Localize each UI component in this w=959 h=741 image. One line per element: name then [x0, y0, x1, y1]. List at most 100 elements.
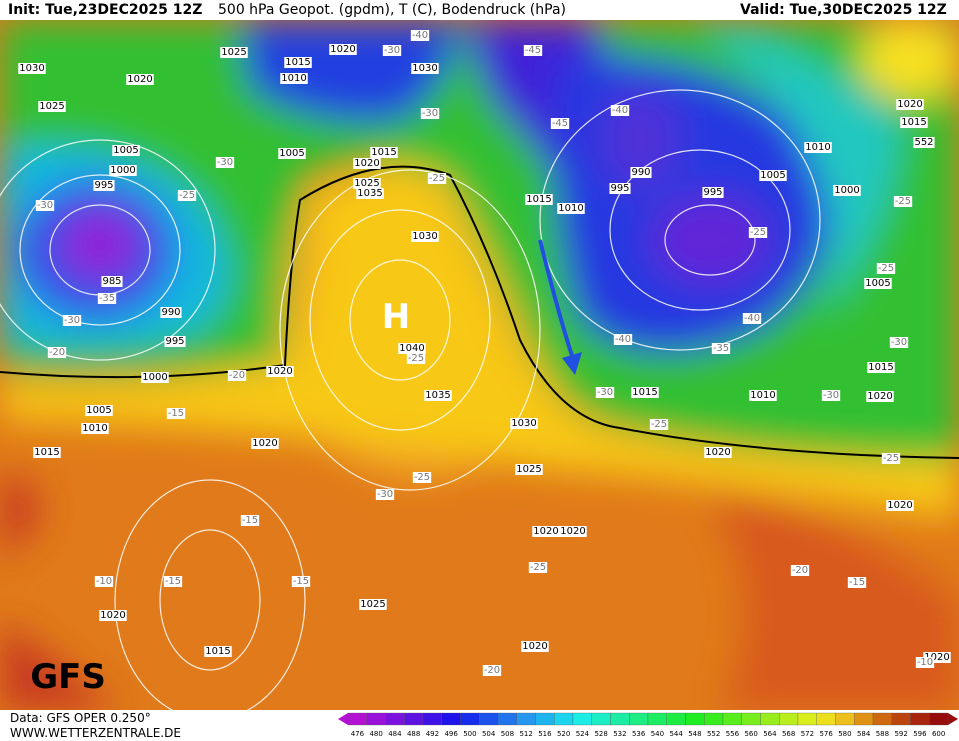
temperature-label: -40: [612, 105, 628, 116]
isobar-label-box: [557, 203, 585, 214]
isobar-label-box: [398, 343, 426, 354]
colorbar-swatch: [872, 712, 892, 726]
isobar-label-box: [867, 362, 895, 373]
temperature-label: -30: [384, 45, 400, 56]
temperature-label-box: [240, 515, 260, 526]
temperature-label-box: [227, 370, 247, 381]
isobar-label: 1020: [100, 610, 125, 621]
temperature-label-box: [410, 30, 430, 41]
temperature-label: -10: [96, 576, 112, 587]
isobar-label: 1020: [887, 500, 912, 511]
isobar-label: 1030: [511, 418, 536, 429]
temperature-label-box: [876, 263, 896, 274]
isobar-label: 985: [102, 276, 121, 287]
isobar-label: 1030: [412, 231, 437, 242]
colorbar-swatch: [910, 712, 930, 726]
isobar-label-box: [85, 405, 113, 416]
colorbar-swatch: [854, 712, 874, 726]
colorbar-swatch: [891, 712, 911, 726]
temperature-label: -35: [99, 293, 115, 304]
isobar-label: 1015: [632, 387, 657, 398]
isobar-label: 990: [631, 167, 650, 178]
isobar-label: 1010: [281, 73, 306, 84]
isobar-label-box: [141, 372, 169, 383]
isobar-label: 1040: [399, 343, 424, 354]
temperature-label: -30: [217, 157, 233, 168]
isobar-label: 1015: [371, 147, 396, 158]
colorbar-label: 556: [726, 730, 740, 738]
isobar-label-box: [833, 185, 861, 196]
temperature-label: -30: [891, 337, 907, 348]
temperature-label-box: [94, 576, 114, 587]
temperature-label-box: [649, 419, 669, 430]
temperature-label-box: [427, 173, 447, 184]
isobar-label-box: [93, 180, 115, 191]
isobar-label-box: [609, 183, 631, 194]
isobar-label-box: [160, 307, 182, 318]
isobar-label-box: [204, 646, 232, 657]
isobar-label-box: [164, 336, 186, 347]
temperature-label: -25: [408, 353, 424, 364]
isobar-label-box: [896, 99, 924, 110]
isobar-label: 1020: [705, 447, 730, 458]
colorbar-label: 580: [838, 730, 851, 738]
temperature-label-box: [163, 576, 183, 587]
colorbar-label: 540: [651, 730, 664, 738]
isobar-label-box: [923, 652, 951, 663]
temperature-label: -25: [179, 190, 195, 201]
isobar-label: 1005: [865, 278, 890, 289]
isobar-label-box: [329, 44, 357, 55]
temperature-label: -25: [429, 173, 445, 184]
colorbar-swatch: [835, 712, 855, 726]
temperature-label: -15: [165, 576, 181, 587]
colorbar-swatch: [441, 712, 461, 726]
isobar-label-box: [370, 147, 398, 158]
colorbar-label: 592: [894, 730, 907, 738]
temperature-label-box: [97, 293, 117, 304]
temperature-label-box: [613, 334, 633, 345]
isobar-label-box: [33, 447, 61, 458]
temperature-label-box: [893, 196, 913, 207]
colorbar-swatch: [497, 712, 517, 726]
colorbar-swatch: [535, 712, 555, 726]
isobar-label-box: [220, 47, 248, 58]
colorbar-label: 524: [576, 730, 590, 738]
map-field: [0, 20, 959, 710]
colorbar-swatch: [516, 712, 536, 726]
map-title: 500 hPa Geopot. (gpdm), T (C), Bodendruc…: [218, 2, 566, 18]
colorbar-label: 568: [782, 730, 795, 738]
isoline-label-box: [913, 137, 935, 148]
temperature-label: -25: [414, 472, 430, 483]
colorbar-swatch: [629, 712, 649, 726]
temperature-label: -25: [895, 196, 911, 207]
colorbar-swatch: [666, 712, 686, 726]
model-label: GFS: [30, 657, 106, 697]
isobar-label-box: [284, 57, 312, 68]
temperature-label-box: [35, 200, 55, 211]
isobar-label-box: [356, 188, 384, 199]
isobar-label: 1035: [357, 188, 382, 199]
isobar-label: 995: [94, 180, 113, 191]
isobar-label: 1015: [285, 57, 310, 68]
temperature-label: -30: [64, 315, 80, 326]
temperature-label-box: [595, 387, 615, 398]
valid-label: Valid: Tue,30DEC2025 12Z: [740, 2, 947, 18]
temperature-label: -35: [713, 343, 729, 354]
isoline-label: 552: [914, 137, 933, 148]
temperature-label: -25: [651, 419, 667, 430]
colorbar-label: 488: [407, 730, 420, 738]
colorbar-swatch: [760, 712, 780, 726]
isobar-label: 1020: [897, 99, 922, 110]
isobar-label-box: [101, 276, 123, 287]
colorbar-label: 496: [444, 730, 458, 738]
colorbar-label: 484: [388, 730, 402, 738]
isobar-label: 1020: [354, 158, 379, 169]
temperature-label-box: [375, 489, 395, 500]
isobar-label: 1010: [558, 203, 583, 214]
temperature-label-box: [420, 108, 440, 119]
temperature-label: -15: [242, 515, 258, 526]
temperature-label: -20: [229, 370, 245, 381]
colorbar-label: 584: [857, 730, 871, 738]
temperature-label-box: [47, 347, 67, 358]
colorbar-swatch: [685, 712, 705, 726]
